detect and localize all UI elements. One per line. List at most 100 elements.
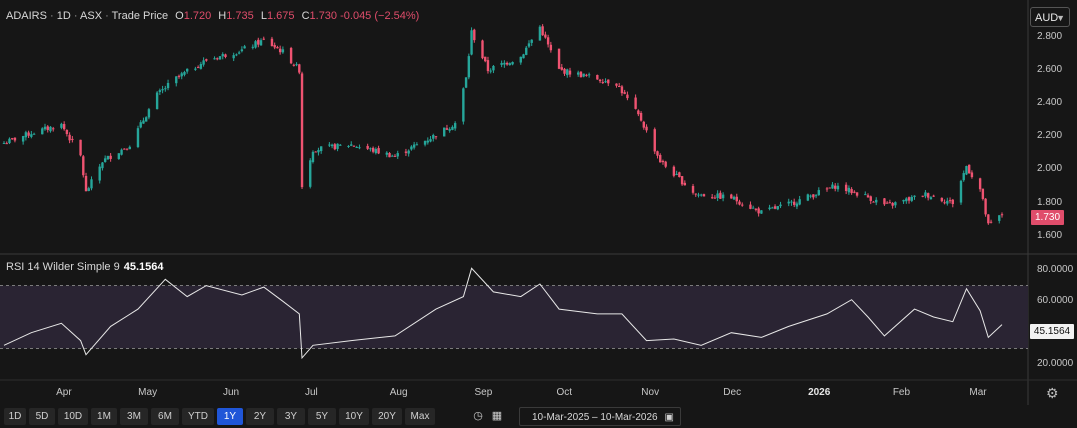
candle	[790, 199, 793, 206]
candle	[289, 46, 293, 65]
candle	[623, 89, 626, 95]
candle	[754, 208, 758, 212]
candle-body	[795, 203, 799, 207]
table-icon[interactable]: ▦	[491, 410, 503, 422]
candle	[194, 66, 197, 71]
candle-body	[596, 74, 599, 80]
candle	[339, 143, 342, 146]
candle-body	[642, 121, 646, 128]
candle	[65, 129, 69, 137]
candle	[404, 148, 408, 156]
candle	[607, 79, 610, 87]
candle-body	[177, 75, 181, 77]
low-label: L	[260, 10, 267, 22]
candle-body	[128, 146, 131, 150]
candle	[519, 56, 522, 65]
candle-body	[366, 145, 369, 149]
range-button-1d[interactable]: 1D	[4, 408, 26, 425]
candle	[741, 202, 744, 207]
candle-body	[429, 139, 432, 142]
date-range-picker[interactable]: 10-Mar-2025 – 10-Mar-2026 ▣	[519, 407, 681, 426]
candle-body	[109, 155, 112, 159]
candle-body	[481, 40, 484, 59]
candle	[254, 40, 257, 49]
range-button-1m[interactable]: 1M	[91, 408, 117, 425]
candle	[5, 141, 8, 145]
candle-body	[213, 58, 216, 60]
candle-body	[875, 199, 878, 203]
range-button-max[interactable]: Max	[405, 408, 435, 425]
candle-body	[314, 151, 317, 153]
candle	[43, 123, 47, 131]
candle-body	[568, 70, 572, 75]
candle-body	[82, 156, 85, 176]
range-button-5d[interactable]: 5D	[29, 408, 55, 425]
candle-body	[998, 215, 1001, 221]
range-button-2y[interactable]: 2Y	[246, 408, 274, 425]
candle-body	[257, 39, 260, 45]
candle	[948, 197, 952, 204]
candle	[410, 145, 413, 151]
candle-body	[825, 188, 829, 190]
range-button-3m[interactable]: 3M	[120, 408, 148, 425]
candle	[779, 201, 782, 209]
candle-body	[585, 74, 588, 76]
range-button-10y[interactable]: 10Y	[339, 408, 369, 425]
candle	[582, 73, 585, 78]
range-button-20y[interactable]: 20Y	[372, 408, 402, 425]
candle-body	[716, 193, 719, 199]
candle-body	[615, 83, 618, 86]
range-button-3y[interactable]: 3Y	[277, 408, 305, 425]
candle-body	[87, 188, 90, 191]
settings-gear-icon[interactable]: ⚙	[1046, 385, 1059, 401]
candle-body	[273, 45, 276, 48]
separator: ·	[50, 10, 54, 22]
candle-body	[864, 194, 867, 196]
candle-body	[730, 194, 733, 199]
candle-body	[735, 196, 738, 202]
candle	[164, 85, 167, 92]
candle	[505, 61, 509, 66]
candle-body	[741, 204, 744, 206]
candle-body	[196, 67, 200, 69]
candle	[869, 195, 872, 205]
candle	[541, 24, 544, 36]
candle	[155, 91, 159, 110]
candle-body	[385, 152, 388, 155]
range-button-1y[interactable]: 1Y	[217, 408, 243, 425]
range-button-5y[interactable]: 5Y	[308, 408, 336, 425]
candle	[355, 145, 358, 149]
candle	[962, 170, 965, 182]
candle	[448, 127, 451, 133]
candle	[913, 195, 916, 200]
candle-body	[164, 88, 167, 90]
candle	[549, 41, 553, 53]
candle-body	[560, 67, 563, 70]
range-button-10d[interactable]: 10D	[58, 408, 88, 425]
grid	[0, 0, 1077, 405]
candle	[525, 46, 528, 56]
candle	[467, 53, 471, 80]
candle	[503, 60, 506, 68]
time-axis-label: Sep	[474, 387, 493, 398]
candle-body	[771, 207, 774, 209]
range-button-ytd[interactable]: YTD	[182, 408, 214, 425]
candle	[273, 42, 276, 50]
candle	[697, 192, 700, 198]
candle	[147, 107, 151, 120]
timezone-clock-icon[interactable]: ◷	[473, 410, 483, 422]
time-axis-label: May	[138, 387, 158, 398]
candle-body	[932, 195, 935, 197]
candle-body	[237, 52, 241, 54]
candle	[117, 153, 121, 160]
candle-body	[330, 144, 334, 147]
candle	[158, 88, 162, 95]
candle	[522, 53, 525, 59]
range-button-6m[interactable]: 6M	[151, 408, 179, 425]
candle	[295, 62, 298, 67]
currency-select[interactable]: AUD ▼	[1030, 7, 1070, 27]
candle-body	[347, 145, 350, 147]
candle-body	[834, 185, 837, 189]
candle-body	[161, 89, 164, 91]
